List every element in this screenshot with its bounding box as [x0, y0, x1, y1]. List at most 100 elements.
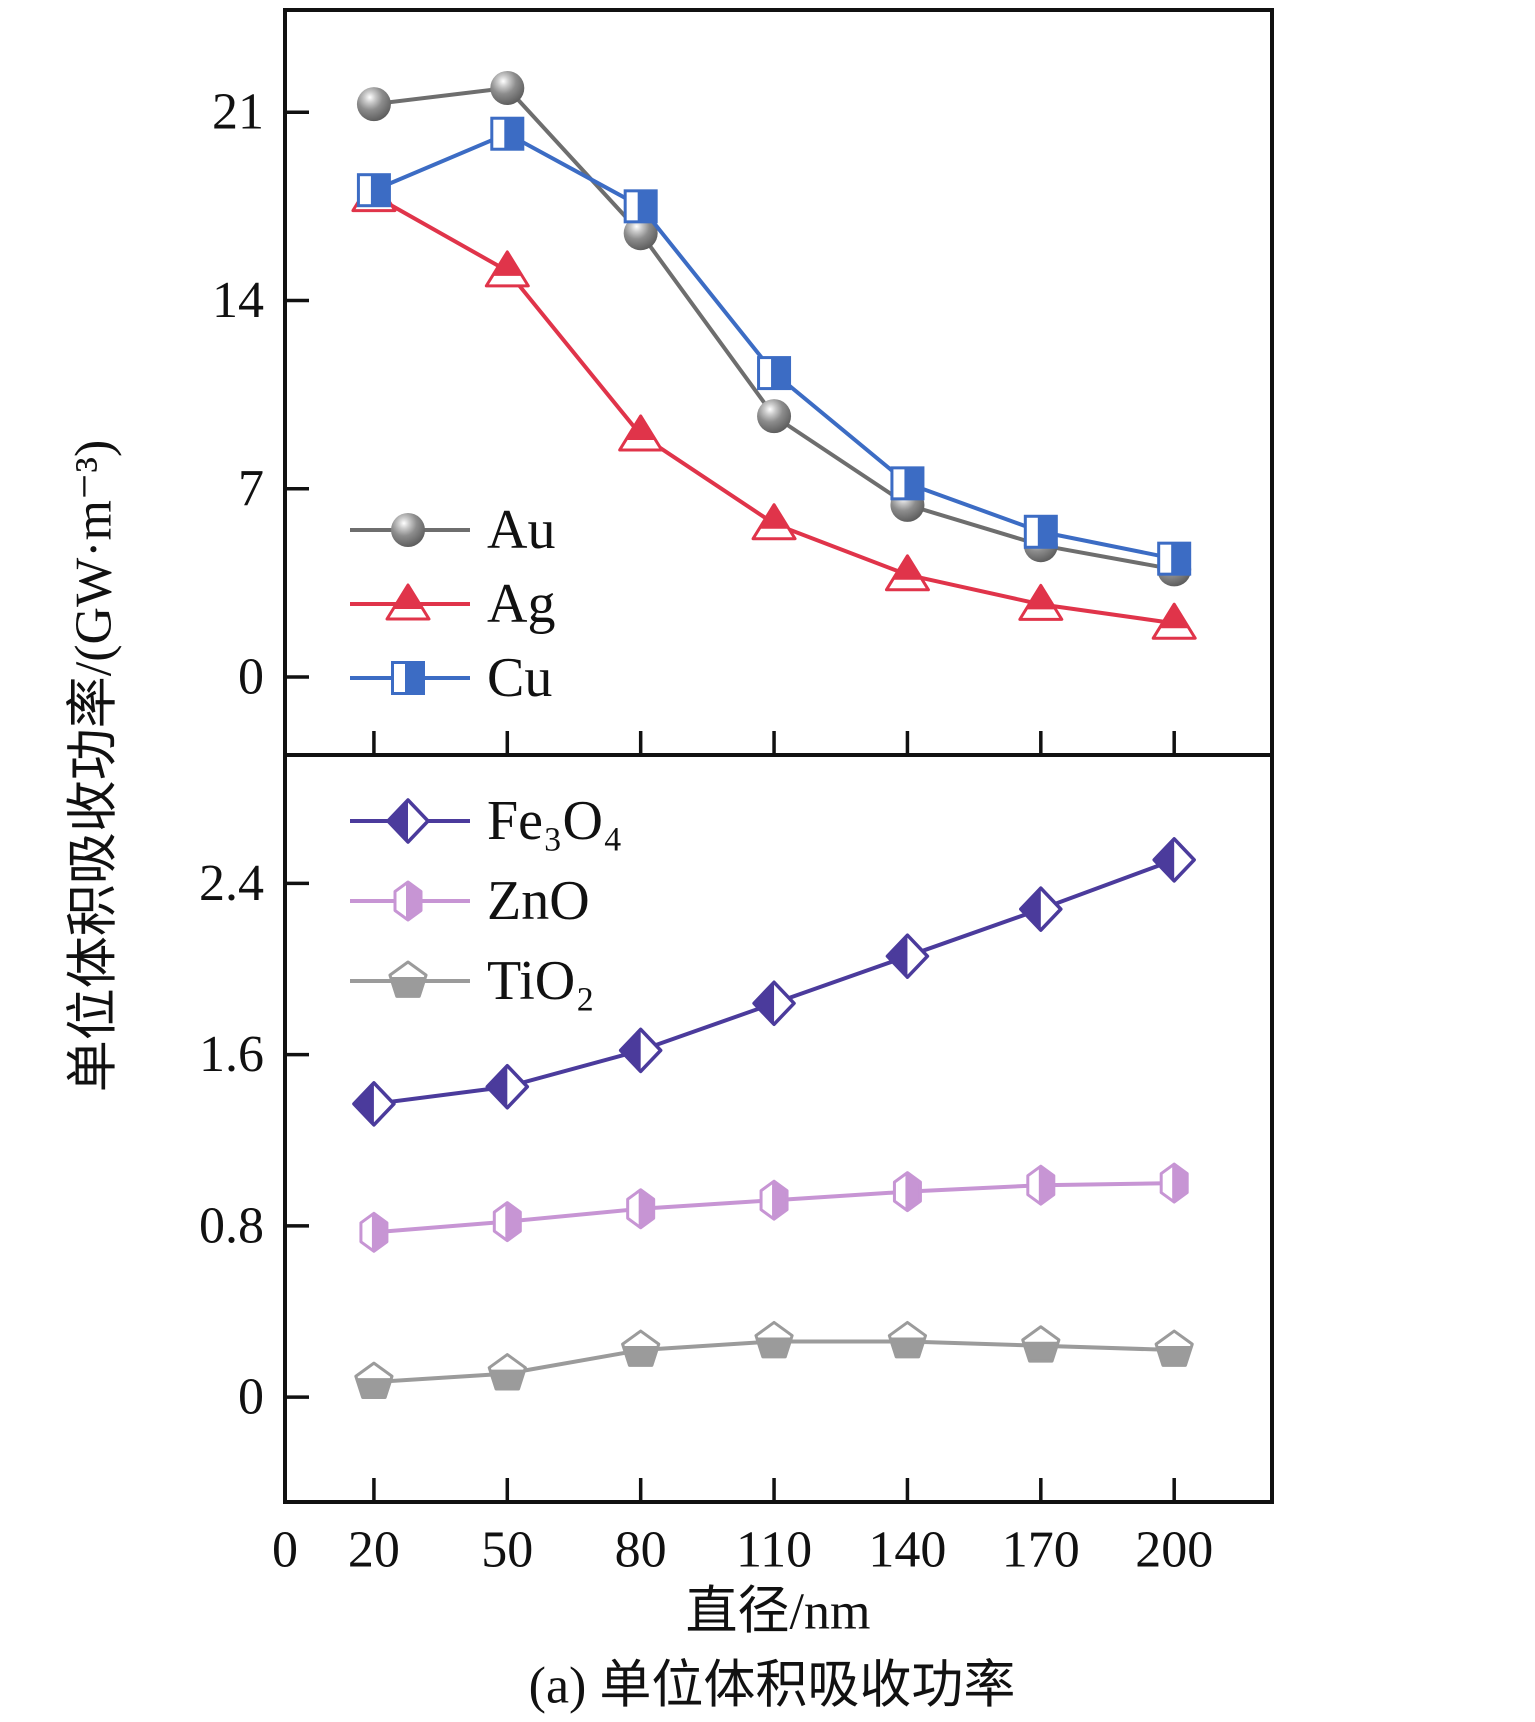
figure-caption: (a) 单位体积吸收功率 [529, 1658, 1016, 1715]
legend-item-au: Au [350, 499, 555, 561]
tio2-marker-fill [889, 1337, 925, 1357]
tick-labels: 0 7 14 21 0 0.8 1.6 2.4 0 20 50 80 110 140 170 200 [199, 84, 1213, 1579]
au-legend-label: Au [487, 499, 555, 561]
fe3o4-marker-fill [1154, 838, 1175, 881]
legend-item-zno: ZnO [350, 870, 590, 932]
fe3o4-marker-outline [352, 1081, 396, 1127]
zno-marker-outline [1026, 1164, 1056, 1206]
zno-legend-marker-open-part [395, 883, 406, 919]
tio2-marker-fill [623, 1346, 659, 1366]
y-tick-label: 1.6 [199, 1026, 264, 1083]
fe3o4-marker-outline [485, 1064, 530, 1110]
ag-marker-open-part [486, 275, 529, 286]
y-axis-label: 单位体积吸收功率/(GW·m⁻³) [66, 440, 123, 1093]
ag-marker-open-part [886, 579, 929, 590]
cu-marker-fill [1171, 543, 1190, 575]
ag-marker [618, 414, 664, 452]
fe3o4-marker-outline [885, 933, 930, 979]
legend-bottom: Fe₃O₄ ZnO TiO₂ [350, 790, 623, 1012]
cu-marker [757, 356, 792, 391]
cu-marker [1023, 514, 1058, 549]
x-tick-label: 80 [615, 1522, 667, 1579]
zno-marker [1026, 1164, 1056, 1206]
cu-legend-label: Cu [487, 647, 552, 709]
zno-marker [1159, 1162, 1189, 1204]
fe3o4-marker-outline [1152, 837, 1196, 883]
tio2-marker-outline [354, 1361, 394, 1400]
tio2-marker-outline [1021, 1325, 1061, 1363]
axis-labels: 直径/nm 单位体积吸收功率/(GW·m⁻³) (a) 单位体积吸收功率 [66, 440, 1016, 1715]
tio2-marker [1021, 1325, 1061, 1363]
tio2-marker-fill [356, 1378, 392, 1398]
tio2-marker-outline [754, 1320, 794, 1359]
zno-marker-open-part [894, 1174, 906, 1210]
y-tick-label: 14 [212, 272, 264, 329]
fe3o4-marker [885, 933, 930, 979]
ag-legend-marker-outline [385, 583, 431, 621]
fe3o4-marker-fill [353, 1082, 374, 1125]
tio2-marker [487, 1353, 527, 1391]
tio2-marker [354, 1361, 394, 1400]
legend-item-cu: Cu [350, 647, 552, 709]
zno-legend-marker-outline [393, 880, 423, 922]
cu-marker-fill [771, 357, 790, 389]
au-marker-sphere [490, 70, 525, 105]
au-marker [490, 70, 525, 105]
ag-marker [1151, 602, 1197, 640]
ag-legend-label: Ag [487, 573, 555, 635]
au-marker [356, 87, 391, 122]
tio2-marker [1154, 1329, 1194, 1367]
cu-marker-fill [1037, 516, 1057, 548]
zno-marker-outline [626, 1188, 656, 1230]
ag-marker-open-part [1153, 628, 1196, 639]
ag-marker-open-part [753, 528, 796, 539]
x-tick-label: 50 [481, 1522, 533, 1579]
zno-marker [759, 1179, 789, 1221]
au-marker-sphere [757, 399, 792, 434]
y-tick-label: 7 [238, 460, 264, 517]
zno-marker-open-part [494, 1204, 506, 1240]
ag-marker [751, 503, 797, 541]
tio2-legend-marker-outline [388, 960, 428, 998]
x-tick-label: 110 [736, 1522, 812, 1579]
fe3o4-marker [485, 1064, 530, 1110]
ag-marker-outline [1151, 602, 1197, 640]
fe3o4-legend-marker-outline [386, 798, 430, 844]
ag-marker [484, 250, 530, 288]
zno-marker-open-part [360, 1214, 372, 1250]
zno-marker [892, 1171, 922, 1213]
zno-marker-open-part [761, 1182, 773, 1218]
legend-item-fe3o4: Fe₃O₄ [350, 790, 623, 852]
tio2-marker-fill [1156, 1346, 1192, 1366]
fe3o4-marker [1152, 837, 1196, 883]
cu-marker-outline [356, 173, 391, 208]
fe3o4-legend-marker-fill [388, 800, 408, 842]
zno-marker-outline [892, 1171, 922, 1213]
fe3o4-legend-marker [386, 798, 430, 844]
legend-top: Au Ag Cu [350, 499, 555, 709]
tio2-legend-marker [388, 960, 428, 998]
cu-marker [356, 173, 391, 208]
ag-marker [884, 554, 930, 592]
legend-item-ag: Ag [350, 573, 555, 635]
tio2-legend-marker-fill [390, 977, 426, 997]
ag-marker-outline [484, 250, 530, 288]
cu-legend-marker-fill [405, 662, 424, 694]
au-marker-sphere [623, 216, 658, 251]
tio2-marker-fill [756, 1337, 792, 1357]
cu-marker-outline [757, 356, 792, 391]
cu-series [356, 116, 1192, 576]
fe3o4-marker-outline [618, 1027, 663, 1074]
zno-marker [626, 1188, 656, 1230]
fe3o4-marker-fill [1020, 888, 1041, 931]
cu-marker-fill [504, 118, 523, 150]
x-axis-label: 直径/nm [686, 1584, 871, 1641]
zno-series [359, 1162, 1189, 1253]
tio2-marker-outline [887, 1320, 928, 1359]
x-tick-label: 20 [348, 1522, 400, 1579]
zno-marker-outline [492, 1201, 522, 1243]
ag-legend-marker [385, 583, 431, 621]
